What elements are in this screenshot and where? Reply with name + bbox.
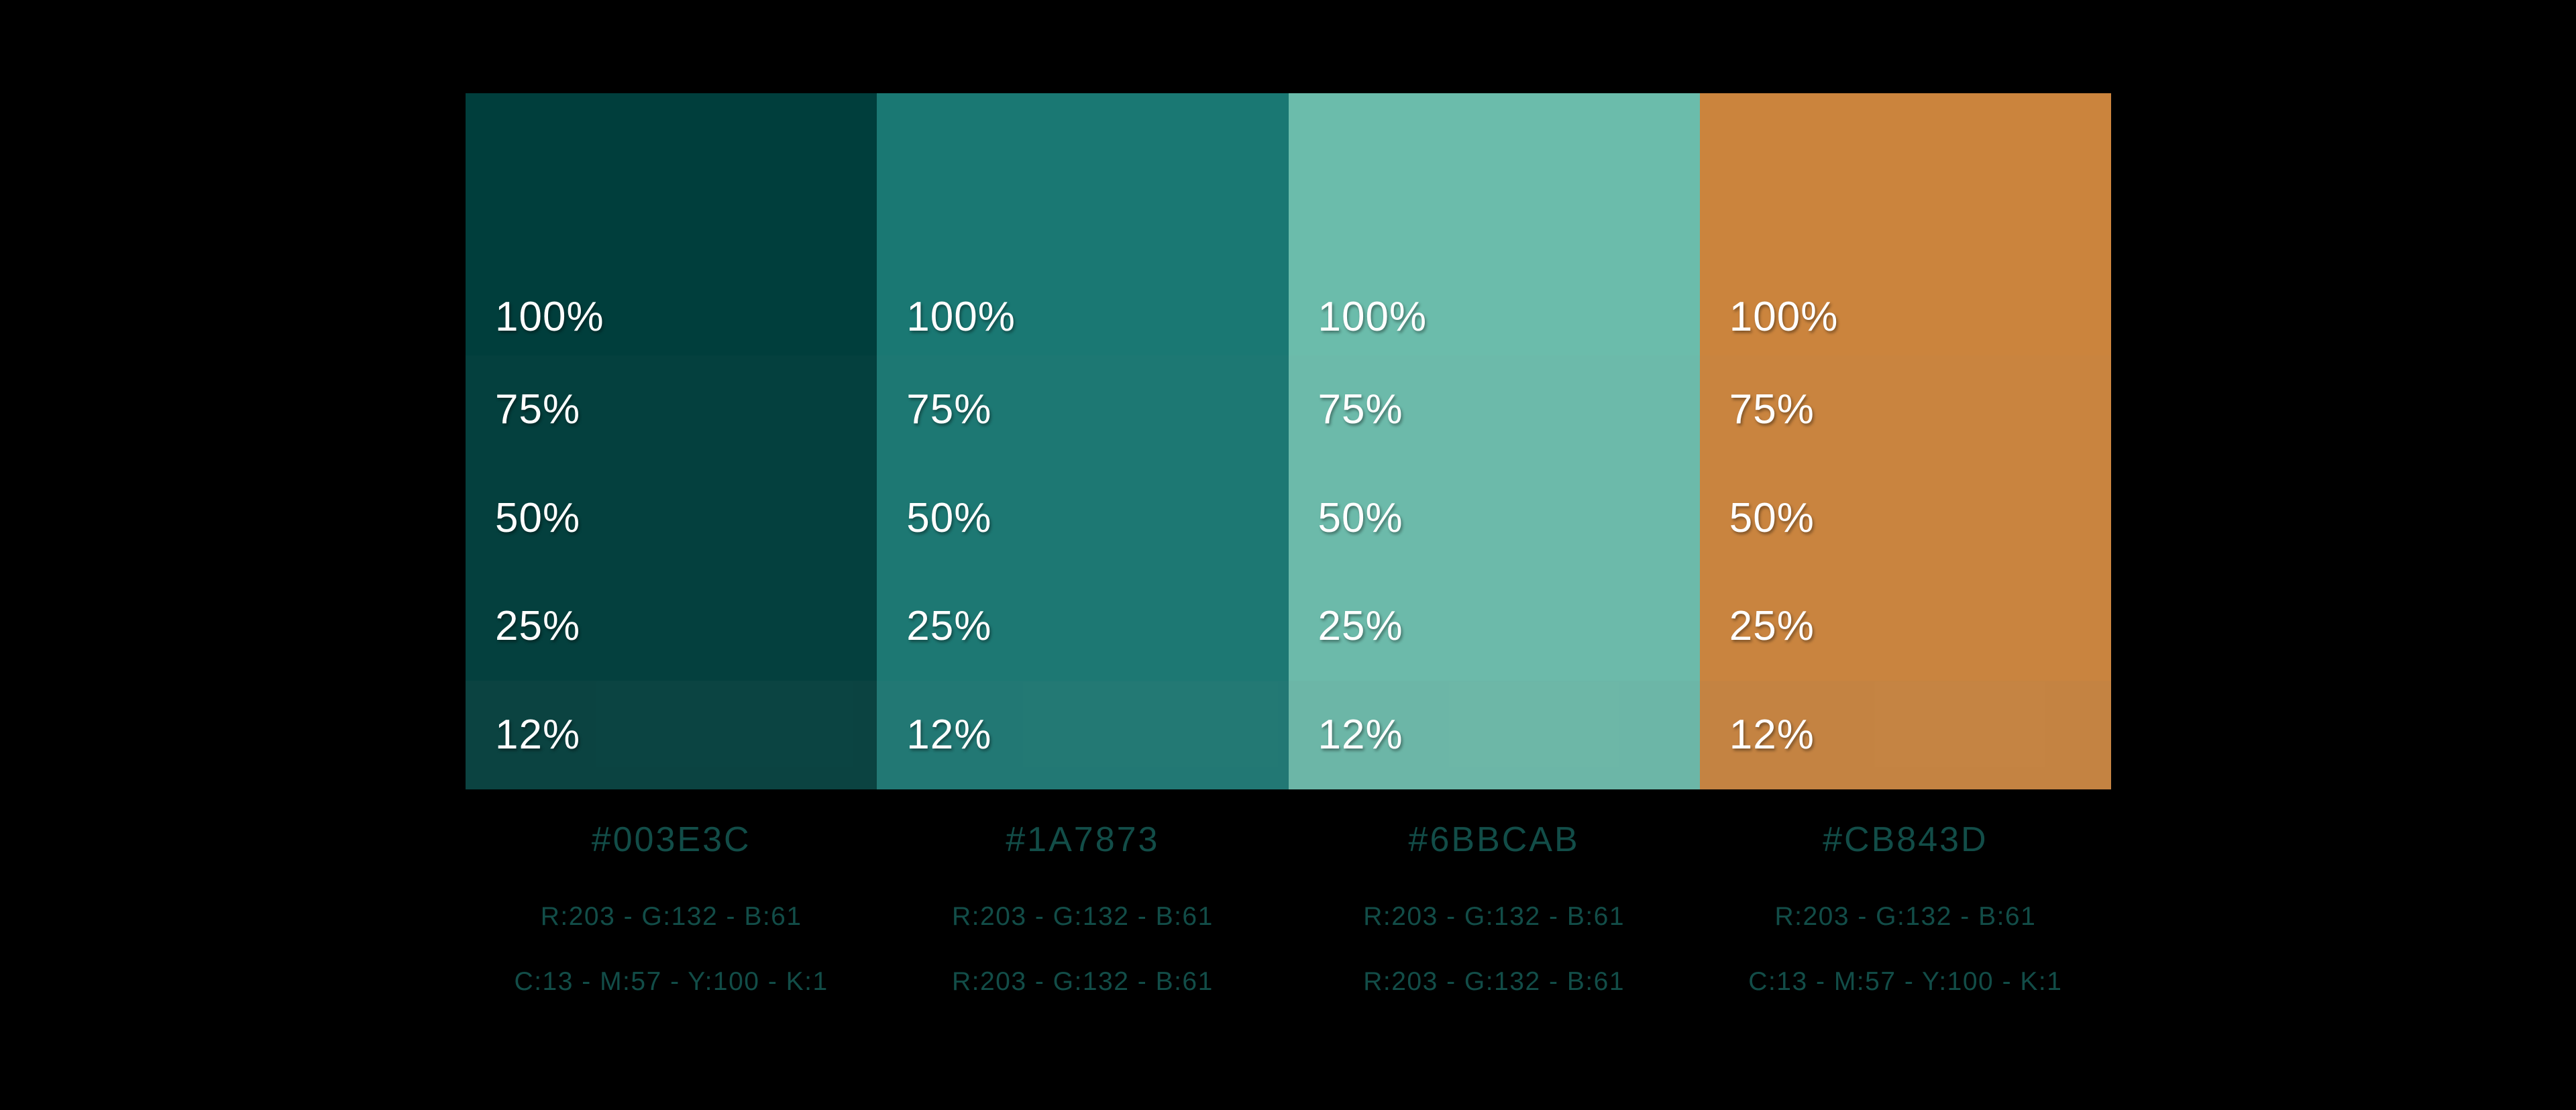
tint-label-50: 50% xyxy=(1729,494,1815,541)
tint-band-100: 100% xyxy=(877,93,1288,355)
tint-band-12: 12% xyxy=(877,681,1289,789)
tint-label-25: 25% xyxy=(495,603,581,650)
swatch-column-teal: 100% 75% 50% 25% 12% xyxy=(877,93,1289,789)
swatch-caption-teal: #1A7873 R:203 - G:132 - B:61 R:203 - G:1… xyxy=(877,789,1288,995)
tint-label-50: 50% xyxy=(1318,494,1403,541)
swatch-caption-seafoam-green: #6BBCAB R:203 - G:132 - B:61 R:203 - G:1… xyxy=(1289,789,1700,995)
swatch-hex-label: #003E3C xyxy=(591,820,751,859)
swatch-rgb-label: R:203 - G:132 - B:61 xyxy=(1774,902,2037,931)
tint-label-100: 100% xyxy=(906,294,1016,340)
swatch-rgb-label: R:203 - G:132 - B:61 xyxy=(540,902,802,931)
swatch-hex-label: #CB843D xyxy=(1823,820,1988,859)
tint-label-75: 75% xyxy=(1729,386,1815,433)
tint-label-100: 100% xyxy=(495,294,604,340)
tint-band-25: 25% xyxy=(1289,573,1700,681)
tint-band-100: 100% xyxy=(1289,93,1700,355)
tint-label-12: 12% xyxy=(1729,712,1815,759)
tint-label-25: 25% xyxy=(1318,603,1403,650)
tint-label-100: 100% xyxy=(1318,294,1428,340)
swatch-column-dark-teal: 100% 75% 50% 25% 12% xyxy=(466,93,877,789)
swatch-rgb-label-2: R:203 - G:132 - B:61 xyxy=(1363,967,1625,996)
tint-band-25: 25% xyxy=(877,573,1288,681)
tint-band-12: 12% xyxy=(1699,681,2111,789)
swatch-captions: #003E3C R:203 - G:132 - B:61 C:13 - M:57… xyxy=(466,789,2111,995)
swatch-cmyk-label: C:13 - M:57 - Y:100 - K:1 xyxy=(1748,967,2063,996)
tint-band-75: 75% xyxy=(466,355,877,464)
swatch-rgb-label: R:203 - G:132 - B:61 xyxy=(1363,902,1625,931)
tint-band-12: 12% xyxy=(466,681,877,789)
tint-label-12: 12% xyxy=(495,712,581,759)
tint-band-25: 25% xyxy=(1700,573,2111,681)
swatch-column-seafoam-green: 100% 75% 50% 25% 12% xyxy=(1288,93,1700,789)
swatch-rgb-label: R:203 - G:132 - B:61 xyxy=(951,902,1214,931)
swatch-rgb-label-2: R:203 - G:132 - B:61 xyxy=(951,967,1214,996)
tint-band-100: 100% xyxy=(1700,93,2111,355)
tint-band-50: 50% xyxy=(877,464,1288,573)
tint-label-50: 50% xyxy=(906,494,992,541)
tint-label-100: 100% xyxy=(1729,294,1839,340)
tint-band-75: 75% xyxy=(1289,355,1700,464)
tint-label-50: 50% xyxy=(495,494,581,541)
swatch-caption-orange: #CB843D R:203 - G:132 - B:61 C:13 - M:57… xyxy=(1700,789,2111,995)
tint-label-75: 75% xyxy=(1318,386,1403,433)
tint-label-12: 12% xyxy=(1318,712,1403,759)
swatch-cmyk-label: C:13 - M:57 - Y:100 - K:1 xyxy=(514,967,828,996)
tint-band-12: 12% xyxy=(1288,681,1700,789)
tint-band-25: 25% xyxy=(466,573,877,681)
swatch-caption-dark-teal: #003E3C R:203 - G:132 - B:61 C:13 - M:57… xyxy=(466,789,877,995)
tint-label-25: 25% xyxy=(906,603,992,650)
tint-band-50: 50% xyxy=(1289,464,1700,573)
tint-label-12: 12% xyxy=(906,712,992,759)
tint-band-75: 75% xyxy=(1700,355,2111,464)
tint-band-50: 50% xyxy=(466,464,877,573)
tint-band-100: 100% xyxy=(466,93,877,355)
tint-label-25: 25% xyxy=(1729,603,1815,650)
tint-band-50: 50% xyxy=(1700,464,2111,573)
color-palette: 100% 75% 50% 25% 12% 100% 75% 50% 25% 12… xyxy=(466,93,2111,789)
swatch-hex-label: #6BBCAB xyxy=(1408,820,1580,859)
swatch-column-orange: 100% 75% 50% 25% 12% xyxy=(1699,93,2111,789)
tint-label-75: 75% xyxy=(495,386,581,433)
tint-band-75: 75% xyxy=(877,355,1288,464)
tint-label-75: 75% xyxy=(906,386,992,433)
swatch-hex-label: #1A7873 xyxy=(1006,820,1160,859)
